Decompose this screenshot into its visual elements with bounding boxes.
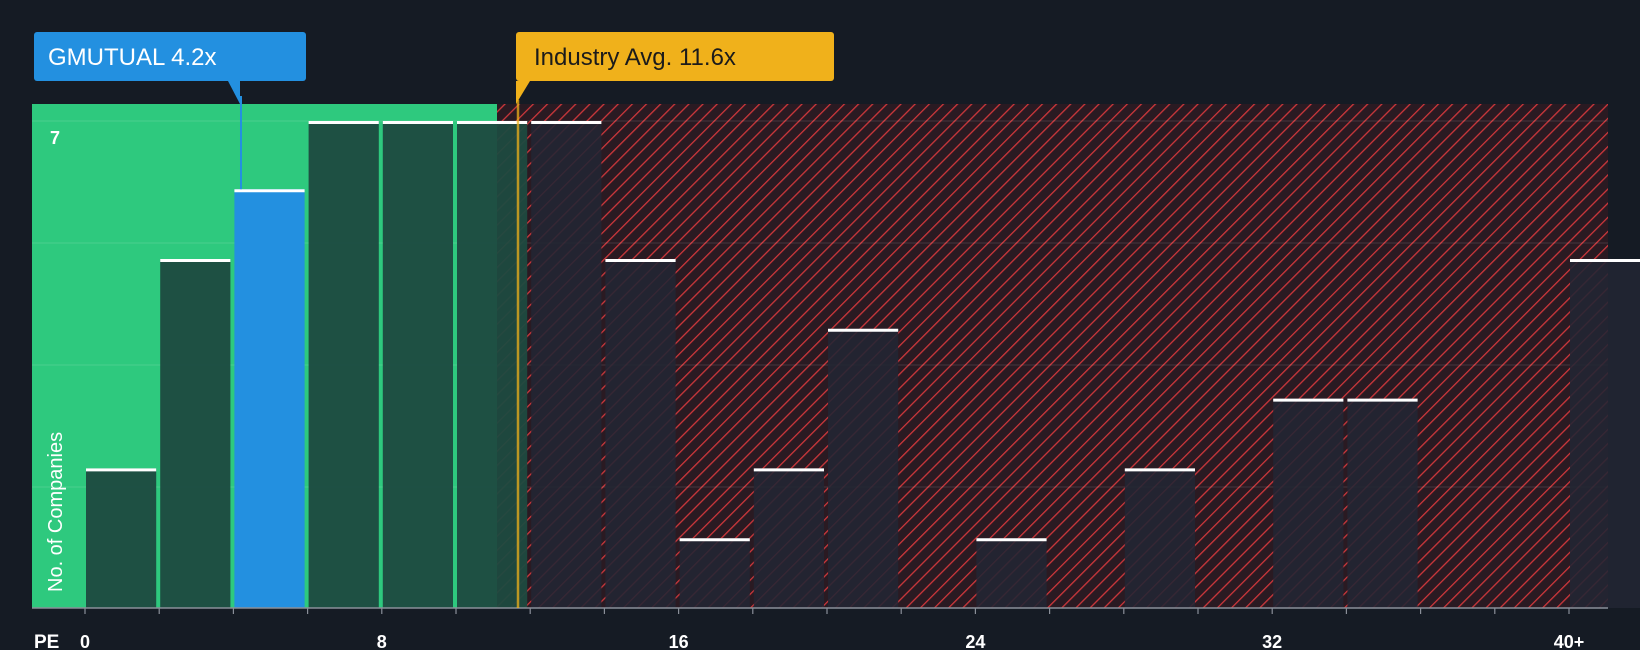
histogram-bar	[753, 468, 824, 608]
x-tick-label: 16	[669, 632, 689, 650]
histogram-bar	[382, 121, 453, 608]
histogram-bar	[531, 121, 602, 608]
x-tick-label: 40+	[1554, 632, 1585, 650]
industry-pe-value: 11.6x	[679, 44, 736, 71]
x-tick-label: 24	[965, 632, 985, 650]
histogram-bar	[605, 259, 676, 608]
histogram-bar	[976, 538, 1047, 608]
x-axis-label: PE	[34, 632, 59, 650]
histogram-bar	[1273, 398, 1344, 608]
histogram-bar	[308, 121, 379, 608]
y-axis-tick-label: 7	[50, 128, 60, 148]
x-tick-label: 32	[1262, 632, 1282, 650]
company-callout-notch	[228, 81, 240, 104]
x-tick-label: 0	[80, 632, 90, 650]
industry-callout-notch	[516, 81, 530, 104]
histogram-bar	[1124, 468, 1195, 608]
overvalued-zone-hatch	[497, 104, 1608, 608]
y-axis-label: No. of Companies	[45, 432, 67, 592]
company-name: GMUTUAL	[48, 44, 165, 71]
histogram-bar	[1347, 398, 1418, 608]
industry-callout-box	[516, 32, 834, 81]
company-callout-text: GMUTUAL 4.2x	[48, 44, 217, 71]
company-callout-box	[34, 32, 306, 81]
company-callout: GMUTUAL 4.2x	[34, 32, 306, 104]
histogram-bar	[457, 121, 528, 608]
industry-callout-text: Industry Avg. 11.6x	[534, 44, 736, 71]
x-tick-label: 8	[377, 632, 387, 650]
histogram-bar	[828, 328, 899, 608]
x-axis-ticks: 0 8 16 24 32 40+	[80, 608, 1584, 650]
industry-label-name: Industry Avg.	[534, 44, 672, 71]
histogram-bar	[234, 189, 305, 608]
bars	[86, 121, 1640, 608]
histogram-bar	[679, 538, 750, 608]
histogram-bar	[86, 468, 157, 608]
histogram-bar	[1570, 259, 1640, 608]
company-pe-value: 4.2x	[171, 44, 216, 71]
histogram-bar	[160, 259, 231, 608]
industry-callout: Industry Avg. 11.6x	[516, 32, 834, 104]
